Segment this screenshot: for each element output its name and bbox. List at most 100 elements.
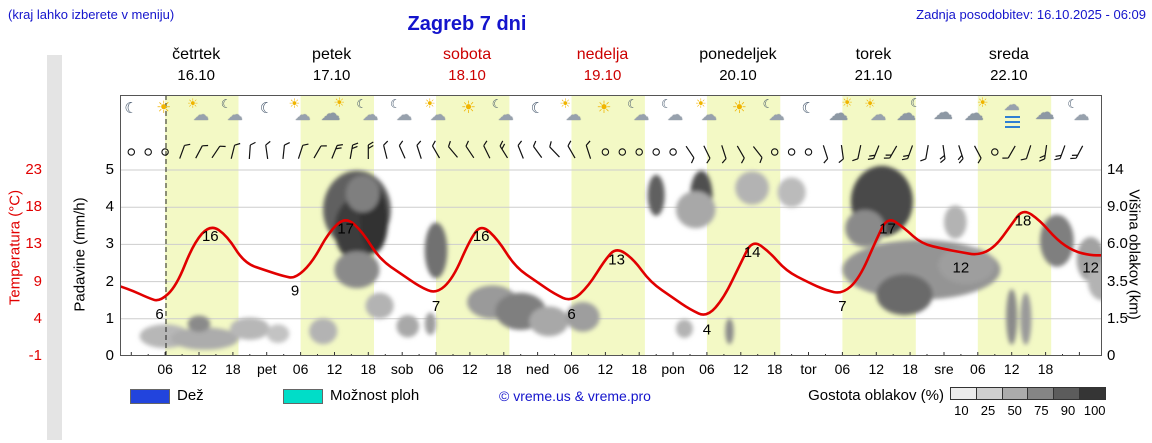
cloud-icon: ☁ bbox=[362, 105, 379, 124]
density-scale-segment bbox=[1027, 388, 1054, 399]
sun-icon: ☀ bbox=[559, 97, 572, 112]
weather-icon-cloud: ☁ bbox=[1031, 97, 1061, 129]
temperature-value-label: 18 bbox=[1015, 213, 1032, 230]
day-header-nedelja: nedelja 19.10 bbox=[576, 46, 629, 84]
wind-barb-icon bbox=[1020, 145, 1032, 161]
weather-icon-sun: ☀ bbox=[590, 97, 620, 129]
cloud-tick: 3.5 bbox=[1107, 272, 1128, 290]
wind-barb-icon bbox=[957, 145, 964, 164]
x-axis-hour-label: 12 bbox=[733, 361, 749, 377]
wind-barb-icon bbox=[211, 145, 226, 159]
temperature-value-label: 14 bbox=[744, 244, 761, 261]
wind-calm-icon bbox=[787, 148, 796, 156]
copyright-link[interactable]: © vreme.us & vreme.pro bbox=[499, 388, 651, 404]
weather-icon-moon-cloud: ☾ ☁ bbox=[218, 97, 248, 129]
temperature-curve bbox=[120, 210, 1102, 316]
wind-barb-icon bbox=[1070, 145, 1084, 160]
weather-icon-sun-cloud: ☀ ☁ bbox=[861, 97, 891, 129]
cloud-icon: ☁ bbox=[932, 100, 953, 124]
wind-calm-icon bbox=[652, 148, 660, 156]
showers-legend-swatch bbox=[283, 389, 323, 404]
x-axis-hour-label: 12 bbox=[868, 361, 885, 377]
moon-icon: ☾ bbox=[910, 96, 921, 110]
wind-barb-icon bbox=[939, 144, 946, 164]
cloud-icon: ☁ bbox=[700, 105, 717, 124]
moon-icon: ☾ bbox=[390, 97, 401, 111]
showers-legend-label: Možnost ploh bbox=[330, 387, 420, 404]
x-axis-hour-label: 12 bbox=[597, 361, 614, 377]
sun-icon: ☀ bbox=[288, 97, 301, 112]
temperature-value-label: 9 bbox=[291, 283, 299, 300]
x-axis-hour-label: 06 bbox=[157, 361, 173, 377]
wind-barb-icon bbox=[499, 140, 509, 159]
weather-icon-cloud-sun: ☀ ☁ bbox=[319, 97, 349, 129]
x-axis-hour-label: 12 bbox=[191, 361, 207, 377]
precip-tick: 3 bbox=[105, 235, 114, 253]
weather-icon-moon-cloud: ☾ ☁ bbox=[489, 97, 519, 129]
precip-tick: 0 bbox=[105, 347, 114, 364]
wind-barb-icon bbox=[752, 146, 763, 164]
wind-barb-icon bbox=[248, 141, 256, 160]
moon-icon: ☾ bbox=[356, 97, 368, 111]
day-band bbox=[165, 95, 239, 356]
temperature-value-label: 12 bbox=[1082, 259, 1099, 276]
precip-tick: 5 bbox=[105, 161, 114, 178]
x-axis-day-label: pon bbox=[661, 361, 685, 377]
wind-barb-icon bbox=[230, 142, 241, 159]
wind-calm-icon bbox=[804, 148, 813, 156]
x-axis-hour-label: 06 bbox=[970, 361, 986, 377]
wind-barb-icon bbox=[549, 141, 560, 158]
x-axis-day-label: sob bbox=[390, 361, 414, 377]
wind-barb-icon bbox=[721, 145, 727, 164]
moon-icon: ☾ bbox=[259, 99, 274, 117]
temperature-scale-strip bbox=[47, 55, 62, 440]
temp-tick: 4 bbox=[33, 309, 42, 327]
cloud-icon: ☁ bbox=[667, 105, 684, 124]
wind-calm-icon bbox=[127, 148, 136, 156]
temperature-value-label: 16 bbox=[202, 228, 219, 245]
x-axis-hour-label: 12 bbox=[1003, 361, 1020, 377]
weather-icon-sun-cloud: ☀ ☁ bbox=[184, 97, 214, 129]
sun-icon: ☀ bbox=[333, 96, 346, 111]
day-header-ponedeljek: ponedeljek 20.10 bbox=[699, 46, 777, 84]
wind-barb-icon bbox=[736, 145, 745, 164]
weather-icon-moon: ☾ bbox=[794, 97, 824, 129]
cloud-tick: 1.5 bbox=[1107, 309, 1128, 327]
weather-icon-moon: ☾ bbox=[116, 97, 146, 129]
cloud-icon: ☁ bbox=[294, 105, 311, 124]
temperature-value-label: 17 bbox=[337, 221, 354, 238]
wind-barb-icon bbox=[265, 140, 271, 160]
wind-barb-icon bbox=[297, 143, 309, 159]
cloud-icon: ☁ bbox=[1073, 105, 1090, 124]
day-header-sreda: sreda 22.10 bbox=[988, 46, 1029, 84]
wind-barb-icon bbox=[195, 144, 209, 159]
cloud-icon: ☁ bbox=[1003, 95, 1020, 114]
wind-calm-icon bbox=[770, 148, 779, 156]
wind-barb-icon bbox=[867, 145, 880, 160]
wind-barb-icon bbox=[973, 145, 982, 164]
cloud-density-label: Gostota oblakov (%) bbox=[808, 387, 944, 404]
wind-barb-icon bbox=[822, 145, 829, 164]
weather-icon-cloud-sun: ☀ ☁ bbox=[963, 97, 993, 129]
cloud-icon: ☁ bbox=[1034, 100, 1055, 124]
density-scale-label: 90 bbox=[1060, 403, 1076, 418]
wind-barb-icon bbox=[532, 140, 543, 159]
moon-icon: ☾ bbox=[762, 97, 774, 111]
precip-tick: 1 bbox=[105, 309, 114, 327]
x-axis-hour-label: 18 bbox=[360, 361, 377, 377]
wind-barb-icon bbox=[567, 140, 576, 159]
wind-barb-icon bbox=[483, 140, 491, 159]
cloud-icon: ☁ bbox=[396, 105, 413, 124]
x-axis-hour-label: 06 bbox=[834, 361, 851, 377]
density-scale-label: 100 bbox=[1083, 403, 1106, 418]
temperature-value-label: 7 bbox=[432, 298, 440, 315]
temperature-value-label: 17 bbox=[879, 221, 896, 238]
cloud-icon: ☁ bbox=[768, 105, 785, 124]
wind-barb-icon bbox=[685, 145, 695, 164]
weather-icons-row: ☾ ☀ ☀ ☁ ☾ ☁ ☾ ☀ ☁ ☀ ☁ ☾ ☁ ☾ ☁ ☀ ☁ ☀ ☾ ☁ ☾ ☀ ☁ ☀ ☾ ☁ ☾ ☁ ☀ ☁ ☀ ☾ ☁ ☾ ☀ ☁ ☀ ☁ ☾ ☁… bbox=[120, 97, 1102, 133]
cloud-tick: 9.0 bbox=[1107, 198, 1128, 216]
wind-barb-icon bbox=[901, 145, 914, 161]
x-axis-hour-label: 06 bbox=[428, 361, 444, 377]
wind-barb-icon bbox=[416, 140, 422, 159]
fog-lines-icon bbox=[1004, 116, 1020, 128]
